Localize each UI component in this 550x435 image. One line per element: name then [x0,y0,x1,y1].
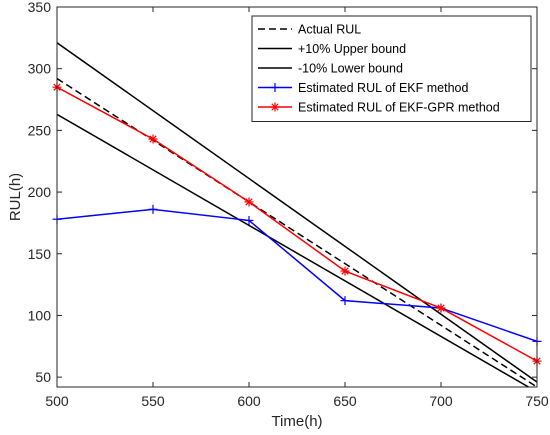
series-layer [57,42,537,387]
series-3-point [148,204,158,214]
y-tick-label: 350 [28,0,52,15]
y-tick-label: 100 [28,307,52,323]
x-axis-title: Time(h) [271,413,322,430]
series-line-1 [57,42,537,383]
x-tick-label: 750 [525,393,549,409]
series-line-3 [57,208,537,343]
y-tick-label: 250 [28,122,52,138]
legend-item: Estimated RUL of EKF method [258,81,468,95]
x-tick-label: 500 [45,393,69,409]
legend-marker [270,83,280,92]
legend-item: -10% Lower bound [258,62,403,76]
plot-frame [56,6,538,388]
legend-box [251,15,532,122]
series-3-point [340,296,350,306]
y-tick-label: 300 [28,61,52,77]
series-line-0 [57,77,537,387]
x-tick-label: 650 [333,393,357,409]
legend-label: -10% Lower bound [298,62,403,76]
series-4-point [436,303,446,313]
y-tick-label: 200 [28,184,52,200]
series-3-point [244,215,254,225]
y-axis-title: RUL(h) [7,173,24,221]
x-tick-label: 550 [141,393,165,409]
series-4-point [340,266,350,276]
legend-label: Actual RUL [298,23,361,37]
legend-label: Estimated RUL of EKF method [298,81,468,95]
x-tick-label: 600 [237,393,261,409]
legend-item: +10% Upper bound [258,42,406,56]
tick-layer: 500 550 600 650 700 750 50 100 150 200 250 300 350 [28,0,549,409]
y-tick-label: 150 [28,246,52,262]
legend-item: Estimated RUL of EKF-GPR method [258,101,500,115]
legend: Actual RUL +10% Upper bound -10% Lower bou… [251,15,532,122]
y-tick-label: 50 [35,369,51,385]
legend-label: +10% Upper bound [298,42,406,56]
series-line-2 [57,113,530,387]
legend-label: Estimated RUL of EKF-GPR method [298,101,500,115]
legend-item: Actual RUL [258,23,361,37]
legend-marker [270,102,280,112]
series-4-point [148,134,158,144]
x-tick-label: 700 [429,393,453,409]
series-4-point [244,197,254,207]
series-line-4 [57,86,537,362]
